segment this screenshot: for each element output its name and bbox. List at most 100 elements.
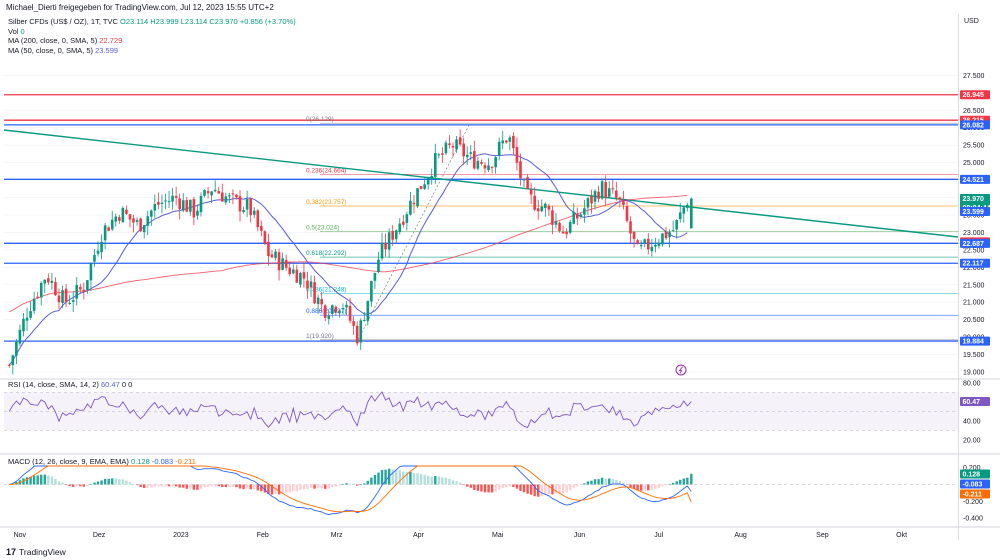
legend-ma200: MA (200, close, 0, SMA, 5) xyxy=(8,36,98,45)
macd-histogram-bar xyxy=(249,484,252,490)
macd-histogram-bar xyxy=(79,484,82,487)
rsi-legend-extra: 0 0 xyxy=(121,380,133,389)
macd-histogram-bar xyxy=(128,482,132,485)
candle-body xyxy=(149,210,153,217)
macd-histogram-bar xyxy=(139,484,142,488)
macd-histogram-bar xyxy=(444,477,448,485)
tradingview-logo[interactable]: 17 TradingView xyxy=(6,547,66,557)
macd-histogram-bar xyxy=(171,484,174,487)
macd-histogram-bar xyxy=(199,484,203,489)
macd-histogram-bar xyxy=(586,481,590,485)
candle-body xyxy=(157,202,160,205)
legend-ma50-row[interactable]: MA (50, close, 0, SMA, 5) 23.599 xyxy=(8,46,296,56)
macd-histogram-bar xyxy=(501,484,504,489)
macd-histogram-bar xyxy=(320,484,323,489)
macd-histogram-bar xyxy=(164,484,167,487)
macd-histogram-bar xyxy=(412,473,416,485)
candle-body xyxy=(416,188,419,207)
macd-line xyxy=(9,465,692,515)
legend-volume-row[interactable]: Vol 0 xyxy=(8,27,296,37)
candle-body xyxy=(590,196,593,204)
candle-body xyxy=(391,231,394,240)
price-tag-bg xyxy=(960,206,990,216)
candle-body xyxy=(686,204,689,208)
fib-label: 0.236(24.664) xyxy=(306,167,346,174)
fib-label: 1(19.920) xyxy=(306,333,334,340)
macd-tag-bg xyxy=(960,469,990,479)
price-tag: 24.521 xyxy=(963,177,985,184)
macd-histogram-bar xyxy=(178,484,181,488)
legend-ma50-value: 23.599 xyxy=(95,45,119,55)
alert-icon[interactable] xyxy=(675,364,687,376)
candle-body xyxy=(536,208,540,212)
price-tag: 26.082 xyxy=(963,122,985,129)
candle-body xyxy=(487,165,490,171)
candle-body xyxy=(199,195,203,213)
macd-histogram-bar xyxy=(355,484,359,486)
time-tick-label: Aug xyxy=(734,532,747,539)
price-tag-bg xyxy=(960,238,990,248)
candle-body xyxy=(345,304,348,308)
time-axis[interactable]: Nov Dez 2023 Feb Mrz Apr Mai Jun Jul Aug Sep Okt xyxy=(14,532,907,539)
macd-histogram-bar xyxy=(121,479,125,485)
trendline[interactable] xyxy=(3,129,959,238)
candle-body xyxy=(402,221,405,225)
macd-legend[interactable]: MACD (12, 26, close, 9, EMA, EMA) 0.128 … xyxy=(8,457,196,467)
macd-histogram-bar xyxy=(153,484,157,487)
candle-body xyxy=(664,231,668,239)
legend-symbol-row[interactable]: Silber CFDs (US$ / OZ), 1T, TVC O23.114 … xyxy=(8,17,296,27)
candle-body xyxy=(32,298,36,311)
candle-body xyxy=(107,227,110,231)
grid xyxy=(0,14,1000,540)
candle-body xyxy=(512,135,515,149)
candle-body xyxy=(607,188,611,197)
candle-body xyxy=(480,161,483,164)
price-axis[interactable]: 27.50027.00026.50026.00025.50025.00024.5… xyxy=(963,73,985,523)
macd-histogram-bar xyxy=(182,484,185,488)
candle-body xyxy=(671,230,675,232)
candle-body xyxy=(15,341,18,356)
macd-histogram-bar xyxy=(497,484,501,490)
candle-body xyxy=(544,203,547,209)
legend-ma200-value: 22.729 xyxy=(99,36,123,45)
candles xyxy=(7,129,693,375)
macd-histogram-bar xyxy=(636,484,639,491)
fib-retracement[interactable]: 0(26.129) 0.236(24.664) 0.382(23.757) 0.5(2… xyxy=(306,116,958,341)
time-tick-label: Jun xyxy=(574,532,585,539)
macd-histogram-bar xyxy=(363,483,366,485)
candle-body xyxy=(522,179,526,181)
price-tag: 22.117 xyxy=(963,261,984,268)
price-tag-bg xyxy=(960,258,990,268)
macd-histogram-bar xyxy=(242,484,245,490)
time-tick-label: Mrz xyxy=(331,532,343,539)
candle-body xyxy=(89,263,93,281)
candle-body xyxy=(93,254,96,262)
candle-body xyxy=(118,217,121,221)
macd-histogram-bar xyxy=(434,475,437,485)
macd-histogram-bar xyxy=(263,484,267,493)
candle-body xyxy=(316,297,320,304)
legend-ma200-row[interactable]: MA (200, close, 0, SMA, 5) 22.729 xyxy=(8,36,296,46)
tradingview-logo-icon: 17 xyxy=(6,547,17,557)
horizontal-levels[interactable] xyxy=(4,94,958,342)
candle-body xyxy=(615,190,618,198)
macd-histogram-bar xyxy=(260,484,263,492)
candle-body xyxy=(277,252,281,271)
macd-histogram-bar xyxy=(366,480,370,485)
candle-body xyxy=(192,199,196,218)
price-tag: 26.945 xyxy=(963,92,985,99)
macd-tick-label: -0.200 xyxy=(963,499,983,506)
macd-histogram-bar xyxy=(71,484,75,487)
rsi-legend[interactable]: RSI (14, close, SMA, 14, 2) 60.47 0 0 xyxy=(8,380,132,390)
candle-body xyxy=(153,203,157,211)
candle-body xyxy=(597,191,600,199)
macd-histogram-bar xyxy=(664,484,668,486)
macd-histogram-bar xyxy=(270,484,274,495)
macd-histogram-bar xyxy=(384,469,387,485)
price-tick-label: 26.500 xyxy=(963,108,985,115)
macd-histogram-bar xyxy=(590,480,593,485)
candle-body xyxy=(213,189,217,192)
candle-body xyxy=(11,355,15,366)
macd-histogram-bar xyxy=(295,484,299,492)
